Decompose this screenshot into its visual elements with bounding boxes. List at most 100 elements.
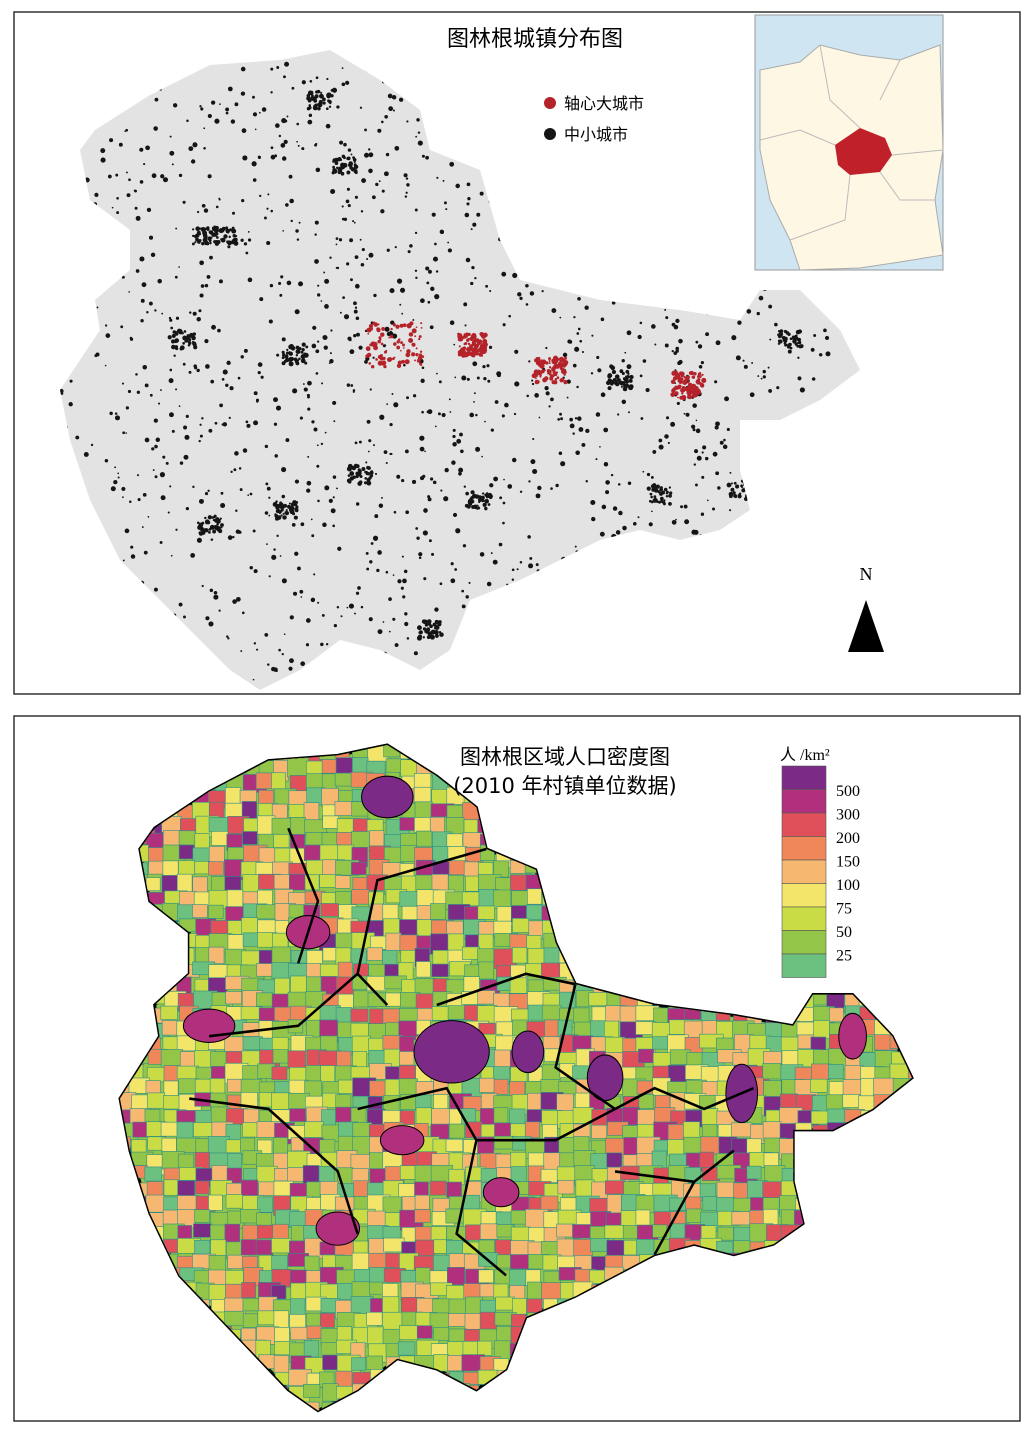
town-dot	[402, 578, 407, 584]
density-cell	[336, 1326, 352, 1342]
city-dot	[697, 377, 701, 382]
town-dot	[289, 658, 294, 664]
town-dot	[363, 481, 368, 485]
town-dot	[380, 120, 384, 124]
town-dot	[307, 380, 312, 386]
town-dot	[403, 363, 406, 367]
town-dot	[273, 422, 278, 426]
town-dot	[476, 507, 479, 510]
town-dot	[484, 506, 488, 511]
town-dot	[388, 597, 392, 601]
town-dot	[692, 403, 697, 408]
town-dot	[275, 123, 280, 128]
density-cell	[399, 1325, 419, 1341]
density-cell	[461, 946, 480, 960]
town-dot	[319, 95, 322, 98]
town-dot	[209, 255, 213, 260]
town-dot	[488, 345, 493, 349]
town-dot	[357, 586, 361, 590]
town-dot	[691, 424, 696, 429]
town-dot	[212, 529, 217, 534]
town-dot	[452, 512, 458, 518]
town-dot	[315, 90, 319, 94]
town-dot	[274, 454, 278, 458]
town-dot	[104, 324, 108, 327]
town-dot	[428, 539, 432, 543]
density-cell	[290, 817, 306, 837]
town-dot	[620, 381, 626, 386]
density-cell	[257, 1310, 277, 1326]
town-dot	[175, 388, 178, 391]
town-dot	[795, 334, 798, 337]
city-dot	[376, 327, 381, 332]
town-dot	[629, 374, 634, 380]
town-dot	[458, 467, 464, 473]
city-dot	[558, 361, 562, 365]
town-dot	[310, 518, 313, 521]
town-dot	[275, 508, 281, 514]
city-dot	[684, 378, 687, 382]
legend-label: 中小城市	[564, 125, 628, 144]
town-dot	[324, 485, 330, 491]
town-dot	[199, 434, 203, 438]
town-dot	[309, 79, 313, 83]
town-dot	[196, 368, 200, 373]
town-dot	[296, 122, 300, 126]
town-dot	[693, 463, 696, 466]
town-dot	[666, 490, 669, 494]
city-dot	[461, 352, 466, 358]
town-dot	[419, 446, 425, 452]
town-dot	[314, 233, 317, 236]
town-dot	[392, 333, 398, 339]
city-dot	[400, 341, 404, 345]
density-cell	[240, 1006, 261, 1020]
town-dot	[135, 215, 141, 221]
town-dot	[559, 412, 562, 416]
town-dot	[354, 283, 360, 289]
town-dot	[767, 366, 770, 369]
town-dot	[136, 474, 140, 477]
density-cell	[572, 1224, 592, 1239]
town-dot	[654, 343, 657, 346]
city-dot	[547, 372, 550, 375]
density-cell	[509, 1269, 529, 1286]
town-dot	[264, 216, 267, 220]
city-dot	[693, 394, 697, 398]
town-dot	[122, 431, 126, 435]
density-cell	[415, 961, 431, 978]
town-dot	[503, 478, 505, 481]
density-cell	[509, 1285, 526, 1299]
density-cell	[208, 1194, 223, 1211]
town-dot	[558, 451, 563, 456]
density-cell	[746, 1165, 762, 1180]
town-dot	[411, 479, 417, 485]
town-dot	[293, 515, 298, 520]
density-cell	[494, 1122, 512, 1139]
town-dot	[417, 625, 422, 631]
town-dot	[668, 486, 672, 489]
town-dot	[341, 67, 344, 70]
town-dot	[359, 474, 363, 479]
town-dot	[157, 278, 162, 284]
town-dot	[204, 227, 207, 231]
town-dot	[133, 189, 136, 192]
density-cell	[557, 1179, 575, 1195]
town-dot	[463, 485, 466, 488]
town-dot	[422, 627, 427, 631]
town-dot	[605, 480, 610, 485]
density-cell	[446, 1181, 462, 1198]
town-dot	[247, 277, 253, 283]
density-cell	[702, 1196, 717, 1211]
town-dot	[610, 473, 614, 477]
town-dot	[695, 428, 701, 434]
town-dot	[400, 586, 404, 590]
town-dot	[451, 460, 456, 465]
town-dot	[282, 515, 287, 520]
town-dot	[460, 449, 464, 454]
town-dot	[111, 206, 114, 209]
density-cell	[526, 935, 542, 950]
town-dot	[449, 320, 455, 326]
town-dot	[528, 480, 531, 483]
town-dot	[445, 208, 448, 211]
city-dot	[463, 333, 467, 336]
